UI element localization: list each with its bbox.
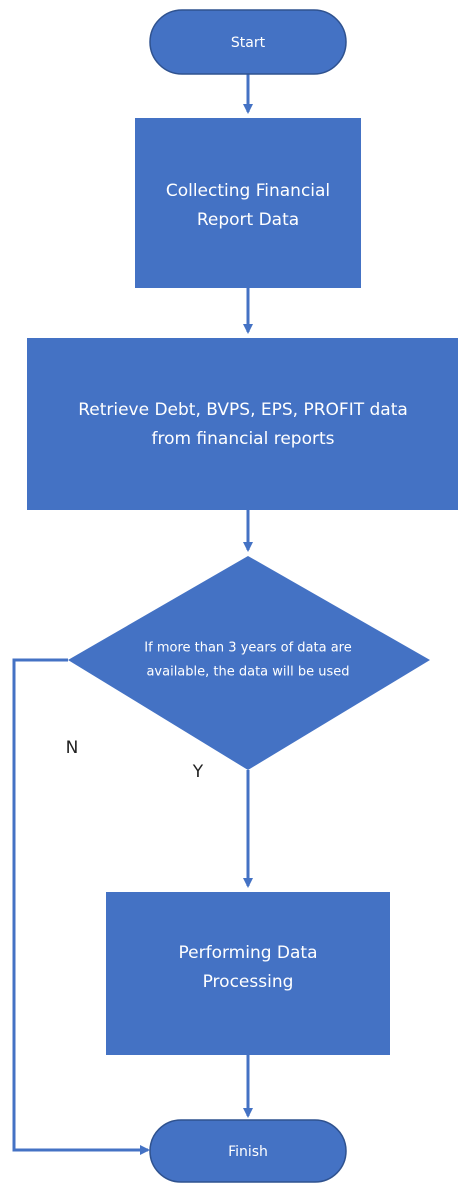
edge-label: N: [66, 738, 79, 758]
edge-label: Y: [192, 762, 204, 782]
decision-node: [68, 556, 430, 770]
process-node: [27, 338, 458, 510]
node-label: Report Data: [197, 210, 299, 230]
connectors: [12, 74, 253, 1155]
node-label: available, the data will be used: [146, 665, 349, 680]
node-label: Finish: [228, 1144, 268, 1160]
process-node: [106, 892, 390, 1055]
node-label: Start: [231, 35, 266, 51]
node-label: Collecting Financial: [166, 181, 330, 201]
process-node: [135, 118, 361, 288]
start-node: [149, 9, 347, 75]
finish-node: [149, 1119, 347, 1183]
node-label: Processing: [203, 972, 294, 992]
arrow-no: [12, 658, 150, 1155]
node-label: Performing Data: [178, 943, 317, 963]
node-label: from financial reports: [151, 429, 334, 449]
node-label: If more than 3 years of data are: [144, 641, 351, 656]
node-label: Retrieve Debt, BVPS, EPS, PROFIT data: [78, 400, 408, 420]
